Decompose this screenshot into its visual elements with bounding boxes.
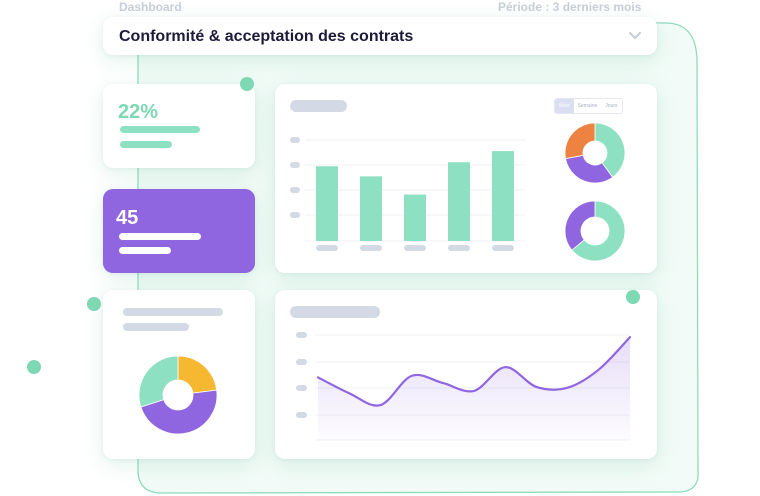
bar xyxy=(492,151,514,241)
donut-chart-c xyxy=(138,355,218,435)
breadcrumb: Dashboard xyxy=(119,0,182,14)
decor-dot xyxy=(240,77,254,91)
bar xyxy=(316,166,338,241)
kpi-placeholder-line xyxy=(119,247,171,254)
period-tabs[interactable]: Mois Semaine Jours xyxy=(554,98,623,114)
donut-slice xyxy=(138,355,179,408)
tab-month[interactable]: Mois xyxy=(555,99,574,113)
y-tick-label-placeholder xyxy=(290,187,300,193)
y-tick-label-placeholder xyxy=(296,412,307,418)
donut-slice xyxy=(565,154,614,184)
y-tick-label-placeholder xyxy=(296,332,307,338)
x-tick-label-placeholder xyxy=(360,245,382,251)
x-tick-label-placeholder xyxy=(404,245,426,251)
decor-dot xyxy=(626,290,640,304)
tab-week[interactable]: Semaine xyxy=(577,103,598,109)
kpi-card-rate: 22% xyxy=(103,84,255,168)
bar xyxy=(404,194,426,241)
kpi-placeholder-line xyxy=(120,141,172,148)
donut-slice xyxy=(594,122,626,178)
series-line xyxy=(316,336,632,407)
x-tick-label-placeholder xyxy=(492,245,514,251)
period-label: Période : 3 derniers mois xyxy=(498,0,642,14)
kpi-placeholder-line xyxy=(119,233,201,240)
area-chart xyxy=(296,332,632,441)
card-subtitle-placeholder xyxy=(123,323,189,331)
card-title-placeholder xyxy=(290,100,347,112)
y-tick-label-placeholder xyxy=(296,385,307,391)
donut-slice xyxy=(564,200,596,251)
y-tick-label-placeholder xyxy=(290,137,300,143)
donut-slice xyxy=(177,355,218,394)
tab-days[interactable]: Jours xyxy=(605,103,618,109)
bar xyxy=(448,162,470,241)
donut-slice xyxy=(564,122,596,160)
decor-dot xyxy=(27,360,41,374)
bar xyxy=(360,176,382,241)
y-tick-label-placeholder xyxy=(296,359,307,365)
kpi-value: 22% xyxy=(118,101,159,123)
dropdown-title: Conformité & acceptation des contrats xyxy=(119,28,414,45)
kpi-card-count: 45 xyxy=(103,189,255,273)
chevron-down-icon xyxy=(629,32,641,40)
y-tick-label-placeholder xyxy=(290,162,300,168)
contract-compliance-dropdown[interactable]: Conformité & acceptation des contrats xyxy=(103,17,657,55)
x-tick-label-placeholder xyxy=(448,245,470,251)
donut-slice xyxy=(571,200,626,262)
x-tick-label-placeholder xyxy=(316,245,338,251)
kpi-value: 45 xyxy=(116,207,139,229)
kpi-placeholder-line xyxy=(120,126,200,133)
bar-chart xyxy=(290,137,525,251)
donut-chart-a xyxy=(564,122,626,184)
card-title-placeholder xyxy=(123,308,223,316)
card-title-placeholder xyxy=(290,306,380,318)
y-tick-label-placeholder xyxy=(290,212,300,218)
area-fill xyxy=(318,337,630,440)
decor-dot xyxy=(87,297,101,311)
donut-chart-b xyxy=(564,200,626,262)
